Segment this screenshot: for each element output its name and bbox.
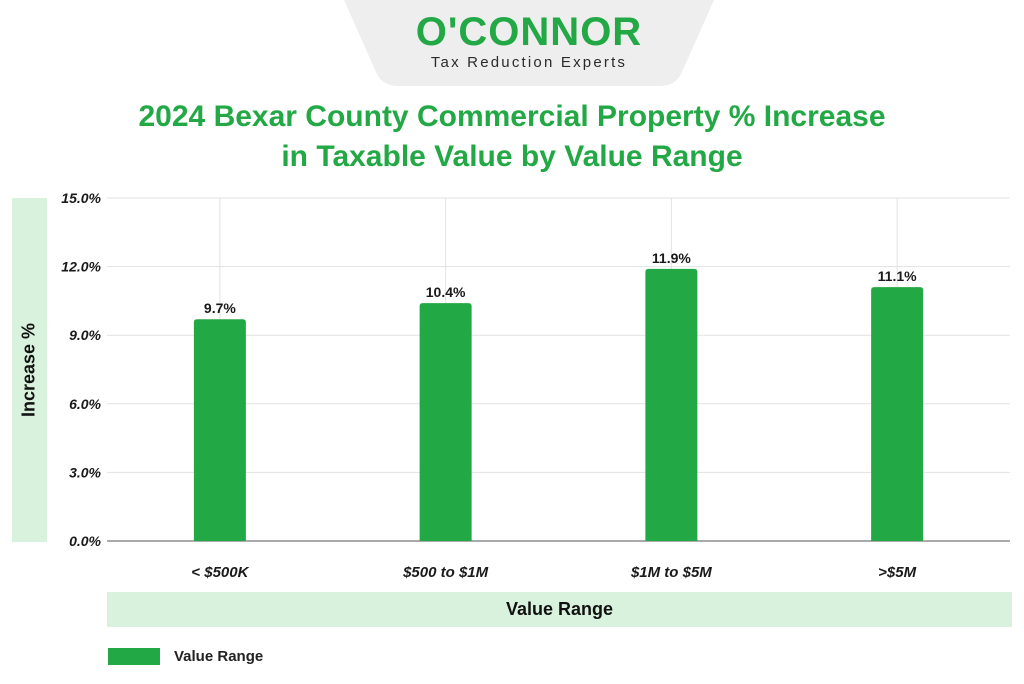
chart-title: 2024 Bexar County Commercial Property % … <box>60 97 964 177</box>
y-tick-label: 9.0% <box>69 327 101 343</box>
chart-title-line-2: in Taxable Value by Value Range <box>281 140 743 173</box>
chart-title-line-1: 2024 Bexar County Commercial Property % … <box>138 100 886 133</box>
logo-wordmark: O'CONNOR <box>415 10 643 54</box>
legend-swatch <box>108 648 160 665</box>
logo-tab: O'CONNOR Tax Reduction Experts <box>344 0 714 86</box>
x-tick-label: $500 to $1M <box>402 564 489 581</box>
x-tick-label: < $500K <box>191 564 249 581</box>
bar-data-label: 11.1% <box>878 268 917 284</box>
y-tick-label: 0.0% <box>69 533 101 549</box>
y-tick-label: 3.0% <box>69 464 101 480</box>
y-axis-label-band <box>12 198 47 542</box>
bar <box>193 319 246 541</box>
logo-tagline: Tax Reduction Experts <box>430 54 628 71</box>
y-tick-label: 15.0% <box>61 190 101 206</box>
x-axis-label-band <box>107 592 1012 627</box>
bar-data-label: 10.4% <box>426 284 466 300</box>
logo-tab-background <box>344 0 714 86</box>
bar <box>419 303 472 541</box>
bar-data-label: 9.7% <box>204 300 236 316</box>
bar <box>871 287 924 541</box>
legend-label: Value Range <box>174 648 264 665</box>
y-tick-label: 6.0% <box>69 396 101 412</box>
x-tick-label: >$5M <box>878 564 916 581</box>
bar <box>645 268 698 541</box>
x-axis-label: Value Range <box>505 599 614 619</box>
bar-data-label: 11.9% <box>652 250 691 266</box>
y-tick-label: 12.0% <box>61 259 101 275</box>
x-tick-label: $1M to $5M <box>630 564 712 581</box>
